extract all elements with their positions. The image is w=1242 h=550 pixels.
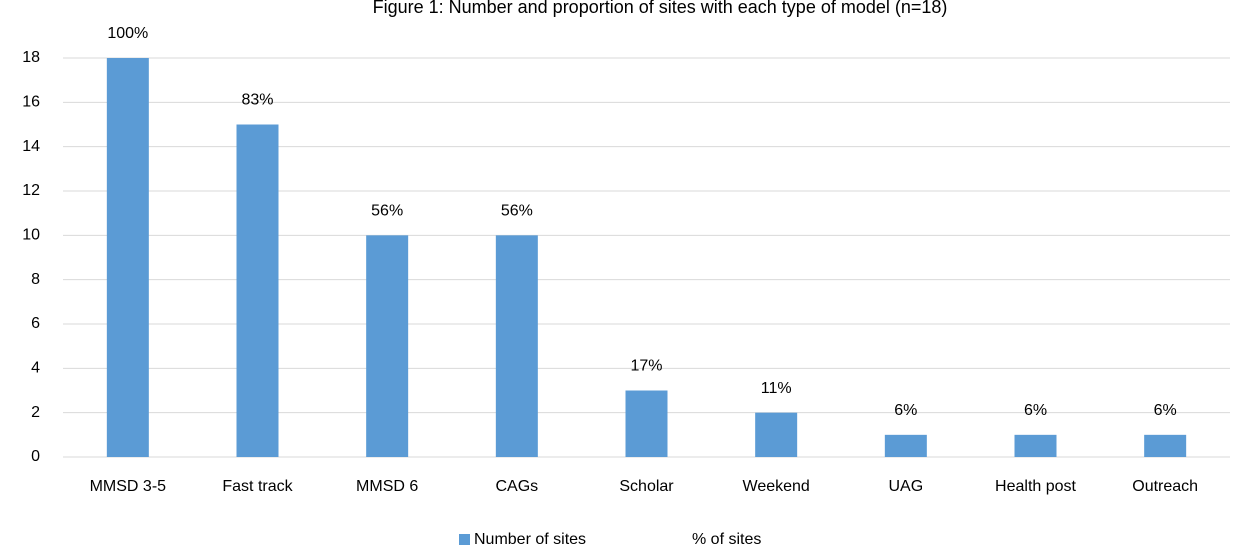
- x-tick-label: Weekend: [743, 478, 810, 495]
- data-label: 83%: [241, 92, 273, 109]
- bar: [625, 390, 668, 457]
- legend-label: % of sites: [692, 531, 761, 548]
- bar: [106, 58, 149, 457]
- bar: [1144, 434, 1187, 457]
- x-tick-label: Scholar: [619, 478, 674, 495]
- data-label: 17%: [630, 358, 662, 375]
- bar: [236, 124, 279, 457]
- data-label: 56%: [371, 203, 403, 220]
- x-tick-label: MMSD 6: [356, 478, 418, 495]
- legend-swatch: [459, 534, 470, 545]
- x-tick-label: Fast track: [222, 478, 293, 495]
- x-tick-label: MMSD 3-5: [90, 478, 167, 495]
- y-tick-label: 6: [31, 315, 40, 332]
- legend-label: Number of sites: [474, 531, 586, 548]
- data-label: 11%: [761, 380, 792, 397]
- bar: [495, 235, 538, 457]
- chart-title: Figure 1: Number and proportion of sites…: [373, 0, 948, 17]
- data-label: 56%: [501, 203, 533, 220]
- y-tick-label: 8: [31, 271, 40, 288]
- bar: [1014, 434, 1057, 457]
- data-label: 6%: [1024, 402, 1047, 419]
- x-tick-label: UAG: [888, 478, 923, 495]
- y-tick-label: 0: [31, 448, 40, 465]
- bar: [366, 235, 409, 457]
- bar: [884, 434, 927, 457]
- x-tick-label: CAGs: [495, 478, 538, 495]
- y-tick-label: 12: [22, 182, 40, 199]
- y-tick-label: 4: [31, 360, 40, 377]
- y-tick-label: 10: [22, 227, 40, 244]
- y-tick-label: 18: [22, 49, 40, 66]
- data-label: 100%: [107, 25, 148, 42]
- x-tick-label: Health post: [995, 478, 1076, 495]
- y-tick-label: 2: [31, 404, 40, 421]
- y-tick-label: 16: [22, 94, 40, 111]
- data-label: 6%: [1154, 402, 1177, 419]
- data-label: 6%: [894, 402, 917, 419]
- bar: [755, 412, 798, 457]
- y-tick-label: 14: [22, 138, 40, 155]
- x-tick-label: Outreach: [1132, 478, 1198, 495]
